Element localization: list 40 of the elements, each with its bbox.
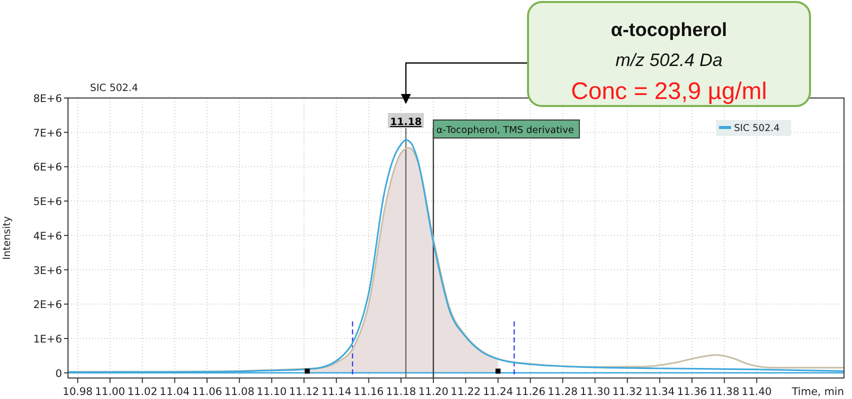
x-tick-label: 11.34 [644, 386, 676, 398]
x-tick-label: 11.12 [289, 386, 320, 398]
x-tick-label: 11.02 [127, 386, 158, 398]
x-tick-label: 11.18 [386, 386, 416, 398]
legend-label: SIC 502.4 [734, 123, 780, 134]
y-tick-label: 7E+6 [33, 127, 62, 140]
x-tick-label: 11.06 [192, 386, 222, 398]
y-tick-label: 1E+6 [33, 333, 62, 346]
text: m/z 502.4 Da [615, 50, 723, 70]
x-tick-label: 11.38 [709, 386, 740, 398]
ref-line-label: α-Tocopherol, TMS derivative [436, 125, 574, 136]
x-tick-label: 11.16 [354, 386, 384, 398]
y-axis-title: Intensity [2, 216, 13, 260]
x-tick-label: 11.04 [160, 386, 190, 398]
x-tick-label: 11.28 [548, 386, 578, 398]
x-tick-label: 11.40 [742, 386, 772, 398]
x-tick-label: 10.98 [62, 386, 93, 398]
y-tick-label: 2E+6 [33, 299, 62, 312]
chart-title: SIC 502.4 [90, 83, 138, 94]
ref-line-label: 11.18 [390, 117, 422, 128]
y-tick-label: 3E+6 [33, 264, 62, 277]
x-tick-label: 11.22 [450, 386, 481, 398]
x-tick-label: 11.26 [515, 386, 546, 398]
y-tick-label: 5E+6 [33, 196, 62, 208]
y-tick-label: 8E+6 [33, 93, 62, 105]
x-tick-label: 11.24 [483, 386, 514, 398]
x-tick-label: 11.30 [580, 386, 610, 398]
x-tick-label: 11.00 [95, 386, 126, 398]
y-tick-label: 0 [55, 368, 62, 380]
x-axis-title: Time, min [790, 386, 844, 398]
x-tick-label: 11.32 [612, 386, 642, 398]
text: α-tocopherol [610, 20, 728, 41]
x-tick-label: 11.20 [418, 386, 448, 398]
x-tick-label: 11.36 [677, 386, 708, 398]
x-tick-label: 11.14 [321, 386, 352, 398]
y-tick-label: 6E+6 [33, 162, 62, 174]
x-tick-label: 11.10 [256, 386, 287, 398]
x-tick-label: 11.08 [224, 386, 254, 398]
annotation: Conc = 23,9 µg/ml [571, 78, 767, 105]
y-tick-label: 4E+6 [33, 230, 62, 242]
